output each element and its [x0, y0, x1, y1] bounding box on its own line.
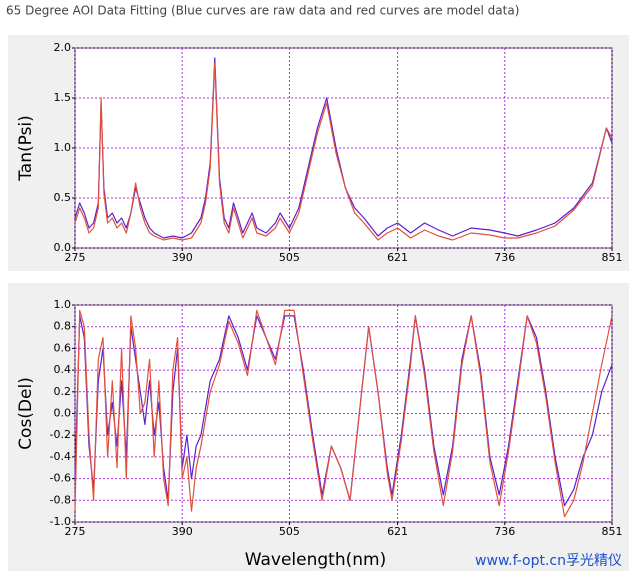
x-tick-label: 851: [602, 525, 623, 538]
caption: 65 Degree AOI Data Fitting (Blue curves …: [6, 4, 519, 18]
y-tick-label: 1.0: [54, 298, 72, 311]
x-tick-label: 505: [279, 251, 300, 264]
x-tick-label: 390: [172, 251, 193, 264]
y-tick-label: -0.4: [50, 450, 71, 463]
y-tick-label: -1.0: [50, 515, 71, 528]
x-tick-label: 736: [494, 525, 515, 538]
y-tick-label: -0.2: [50, 428, 71, 441]
y-tick-label: 1.0: [54, 141, 72, 154]
y-tick-label: 0.6: [54, 341, 72, 354]
data-line: [74, 57, 613, 239]
x-tick-label: 736: [494, 251, 515, 264]
data-line: [74, 309, 613, 518]
y-axis-label: Tan(Psi): [16, 115, 36, 182]
y-tick-label: 0.0: [54, 241, 72, 254]
y-tick-label: 0.2: [54, 385, 72, 398]
x-tick-label: 621: [387, 525, 408, 538]
watermark: www.f-opt.cn孚光精仪: [475, 553, 622, 569]
x-tick-label: 505: [279, 525, 300, 538]
y-tick-label: 0.0: [54, 407, 72, 420]
y-tick-label: 1.5: [54, 91, 72, 104]
x-tick-label: 275: [65, 525, 86, 538]
y-tick-label: 0.5: [54, 191, 72, 204]
y-tick-label: -0.6: [50, 472, 71, 485]
x-tick-label: 275: [65, 251, 86, 264]
y-axis-label: Cos(Del): [16, 377, 36, 450]
y-tick-label: 2.0: [54, 41, 72, 54]
x-tick-label: 390: [172, 525, 193, 538]
y-tick-label: 0.8: [54, 320, 72, 333]
data-line: [74, 62, 613, 241]
y-tick-label: -0.8: [50, 493, 71, 506]
y-tick-label: 0.4: [54, 363, 72, 376]
x-axis-label: Wavelength(nm): [245, 550, 386, 570]
x-tick-label: 851: [602, 251, 623, 264]
x-tick-label: 621: [387, 251, 408, 264]
